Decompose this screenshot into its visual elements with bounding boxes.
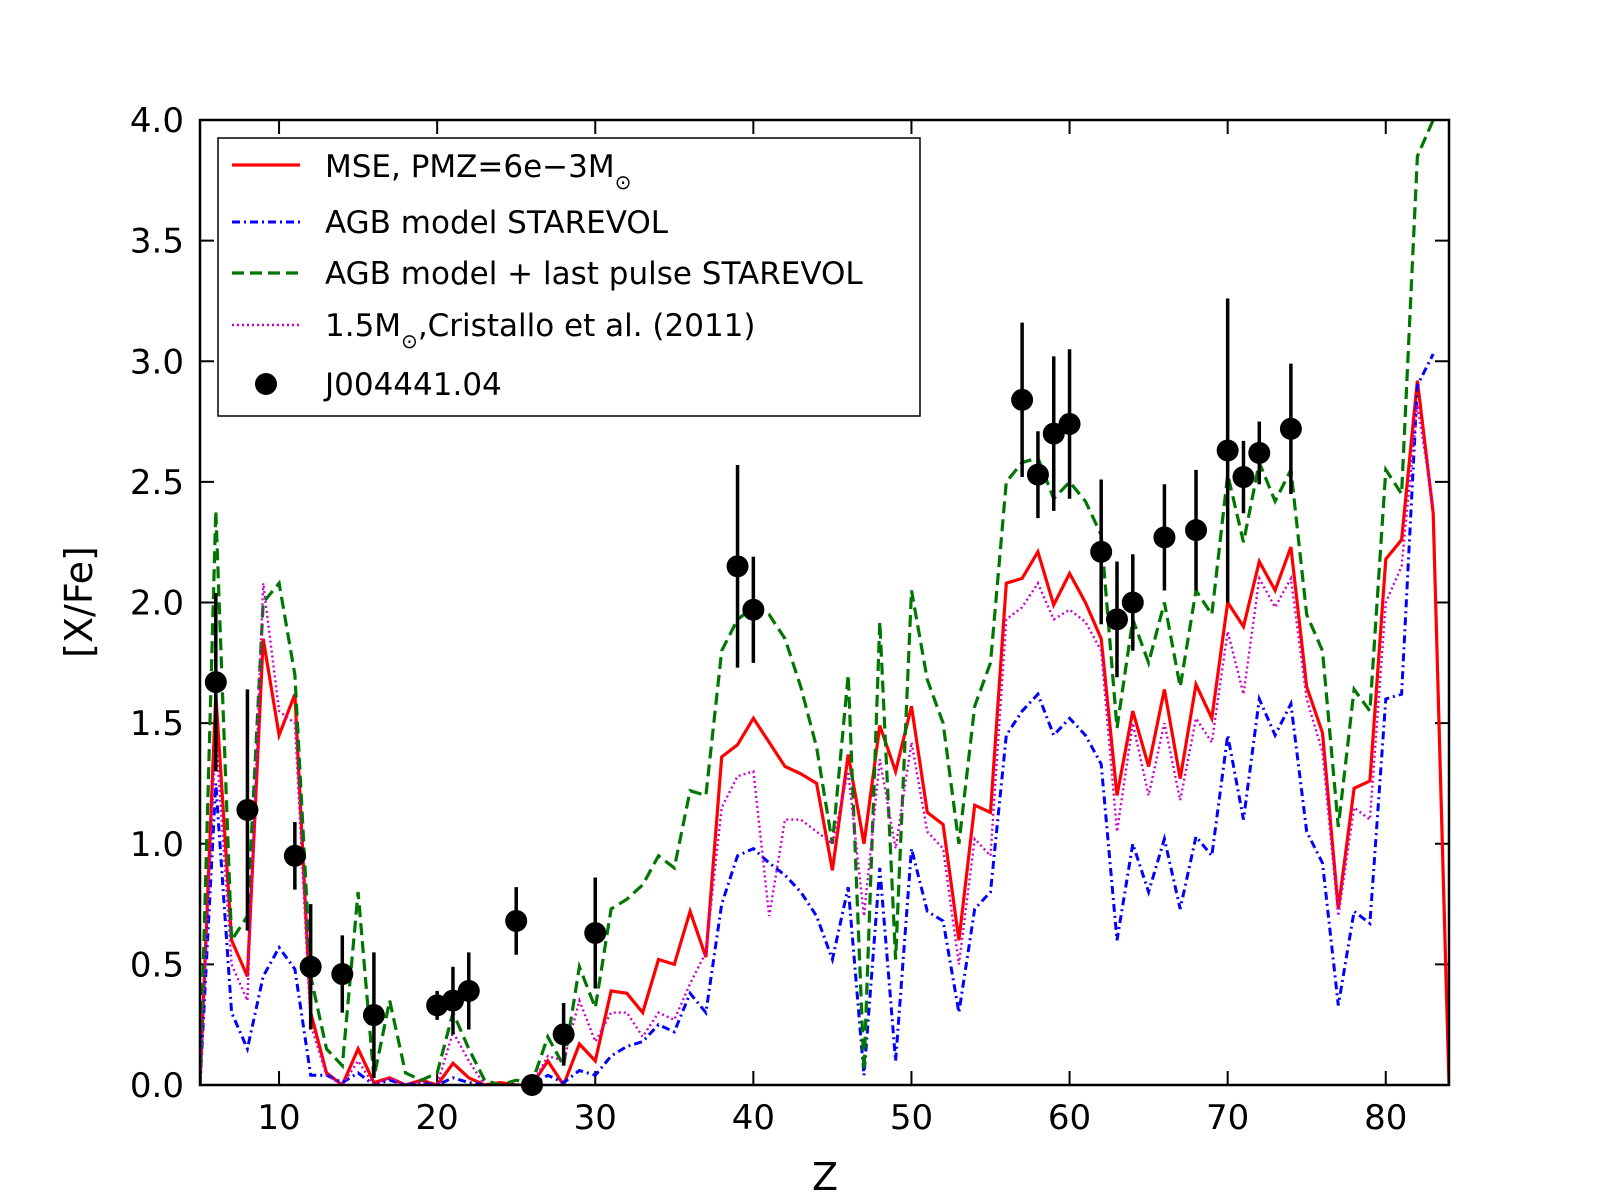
observation-point [1248, 441, 1271, 464]
y-tick-label: 0.0 [130, 1066, 184, 1106]
y-tick-label: 2.5 [130, 463, 184, 503]
observation-point [441, 989, 464, 1012]
observation-point [742, 598, 765, 621]
y-tick-label: 1.0 [130, 825, 184, 865]
observation-point [362, 1004, 385, 1027]
legend-label-observation: J004441.04 [323, 367, 502, 403]
observation-point [1011, 388, 1034, 411]
y-tick-label: 3.5 [130, 222, 184, 262]
observation-point [726, 555, 749, 578]
observation-point [1121, 591, 1144, 614]
observation-point [283, 844, 306, 867]
series-line-agb [200, 353, 1435, 1085]
observation-point [552, 1023, 575, 1046]
observation-point [1232, 466, 1255, 489]
observation-point [457, 979, 480, 1002]
observation-point [1279, 417, 1302, 440]
observation-point [584, 922, 607, 945]
observation-point [1153, 526, 1176, 549]
y-axis-label: [X/Fe] [57, 546, 101, 658]
y-tick-label: 4.0 [130, 101, 184, 141]
x-tick-label: 80 [1364, 1098, 1407, 1138]
observation-point [1185, 519, 1208, 542]
legend: MSE, PMZ=6e−3M⊙ AGB model STAREVOL AGB m… [217, 137, 921, 417]
observation-point [1090, 540, 1113, 563]
series-line-agb-last-pulse [200, 120, 1435, 1085]
legend-box [217, 137, 921, 417]
observation-point [204, 671, 227, 694]
observation-point [1105, 608, 1128, 631]
observation-point [1216, 439, 1239, 462]
series-line-cristallo [200, 404, 1435, 1085]
observation-point [236, 798, 259, 821]
observation-point [505, 909, 528, 932]
legend-marker-observation [255, 373, 277, 395]
y-tick-label: 0.5 [130, 945, 184, 985]
y-tick-label: 1.5 [130, 704, 184, 744]
x-tick-label: 70 [1206, 1098, 1249, 1138]
observation-point [1042, 422, 1065, 445]
x-tick-label: 40 [732, 1098, 775, 1138]
x-tick-label: 60 [1048, 1098, 1091, 1138]
observation-point [1026, 463, 1049, 486]
x-axis-label: Z [812, 1155, 838, 1199]
observation-layer [204, 298, 1302, 1096]
x-tick-label: 10 [257, 1098, 300, 1138]
x-tick-label: 30 [574, 1098, 617, 1138]
observation-point [299, 955, 322, 978]
observation-point [1058, 412, 1081, 435]
y-tick-label: 2.0 [130, 584, 184, 624]
y-tick-label: 3.0 [130, 342, 184, 382]
tick-labels: 10 20 30 40 50 60 70 80 0.0 0.5 1.0 1.5 2.0 2.5 3.0 3.5… [130, 101, 1407, 1138]
plot-frame [198, 118, 1451, 1087]
legend-label-agb: AGB model STAREVOL [325, 205, 669, 241]
x-tick-label: 50 [890, 1098, 933, 1138]
series-line-mse [200, 380, 1449, 1085]
legend-label-mse: MSE, PMZ=6e−3M⊙ [325, 149, 631, 194]
x-tick-label: 20 [416, 1098, 459, 1138]
legend-label-cristallo: 1.5M⊙,Cristallo et al. (2011) [325, 308, 756, 353]
legend-label-agb-last-pulse: AGB model + last pulse STAREVOL [325, 256, 863, 292]
observation-point [331, 963, 354, 986]
